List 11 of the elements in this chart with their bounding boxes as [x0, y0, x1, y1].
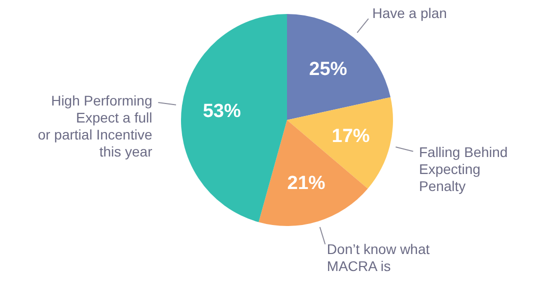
slice-label: Falling Behind Expecting Penalty: [418, 144, 508, 194]
data-label: 25%: [309, 58, 348, 80]
slice-label: Have a plan: [372, 5, 447, 21]
pie-slice: [181, 14, 287, 222]
slice-label: Don’t know what MACRA is: [326, 241, 430, 274]
slice-label: High Performing Expect a full or partial Incentive this year: [38, 92, 153, 160]
data-label: 21%: [287, 172, 326, 194]
data-label: 17%: [332, 126, 370, 147]
data-label: 53%: [202, 101, 241, 122]
pie-slice: [287, 97, 393, 189]
pie-slice: [258, 120, 368, 226]
